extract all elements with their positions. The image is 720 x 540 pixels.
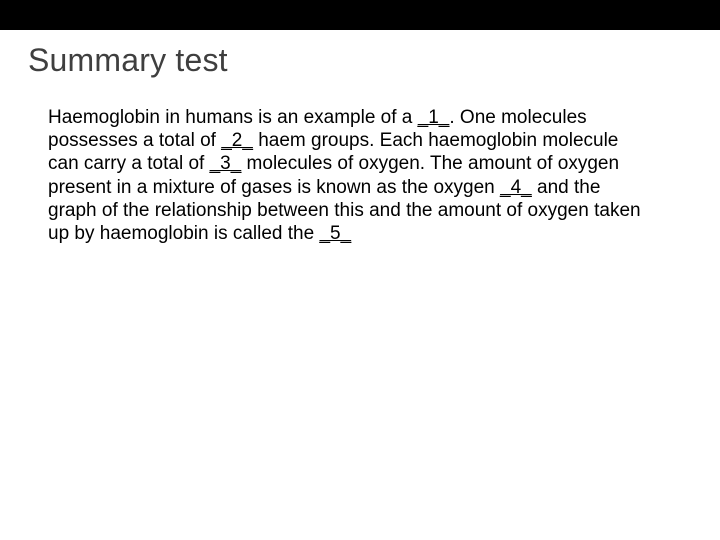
blank-1: _1_ bbox=[418, 107, 450, 128]
slide: Summary test Haemoglobin in humans is an… bbox=[0, 0, 720, 540]
body-paragraph: Haemoglobin in humans is an example of a… bbox=[48, 106, 653, 245]
slide-title: Summary test bbox=[28, 42, 228, 79]
blank-3: _3_ bbox=[210, 153, 242, 174]
blank-4: _4_ bbox=[500, 177, 532, 198]
blank-5: _5_ bbox=[319, 223, 351, 244]
body-segment-0: Haemoglobin in humans is an example of a bbox=[48, 107, 418, 128]
blank-2: _2_ bbox=[221, 130, 253, 151]
top-accent-bar bbox=[0, 0, 720, 30]
